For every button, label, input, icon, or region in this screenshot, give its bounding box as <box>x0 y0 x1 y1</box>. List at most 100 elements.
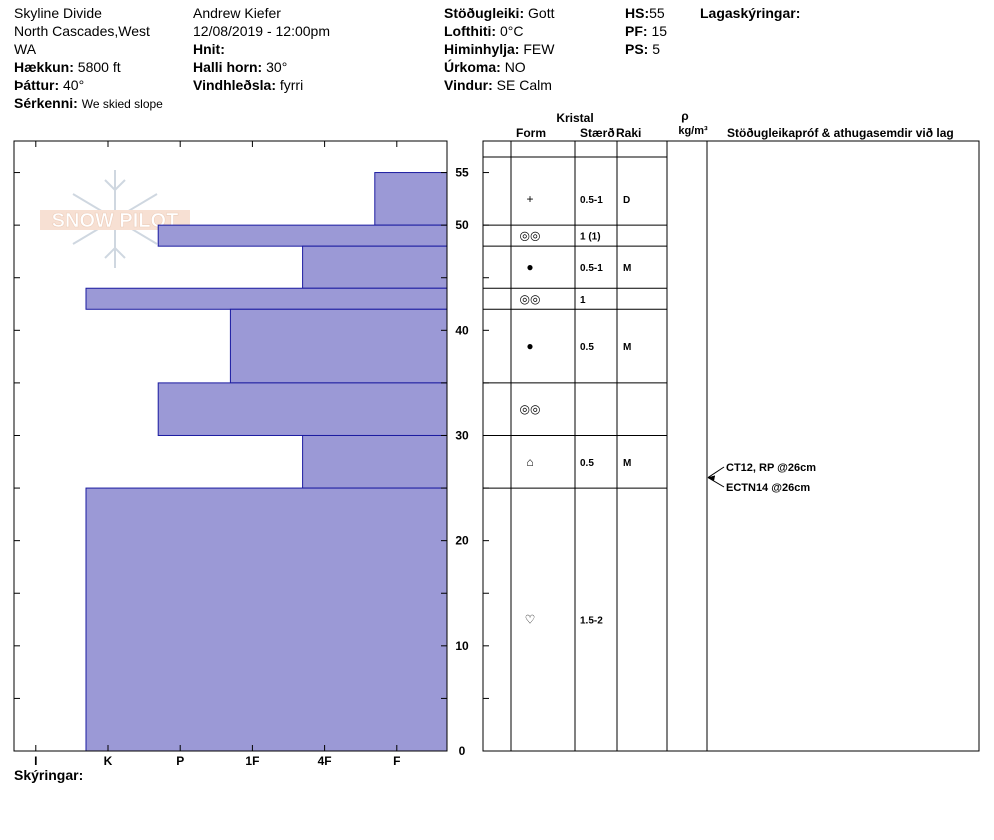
grain-form-icon: ◎◎ <box>520 402 541 416</box>
wind-value: SE Calm <box>496 77 552 93</box>
depth-tick-label: 30 <box>455 428 469 442</box>
elevation-value: 5800 ft <box>77 59 121 75</box>
layer-notes-label: Lagaskýringar: <box>700 5 801 21</box>
stability-test-note: ECTN14 @26cm <box>726 482 810 494</box>
elevation-row: Hækkun: 5800 ft <box>14 59 121 75</box>
header-size: Stærð <box>580 126 615 140</box>
grain-form-icon: ● <box>526 260 533 274</box>
coords-row: Hnit: <box>193 41 225 57</box>
depth-tick-label: 55 <box>455 166 469 180</box>
hardness-bar <box>85 487 448 752</box>
test-leader <box>707 477 725 488</box>
sky-row: Himinhylja: FEW <box>444 41 555 57</box>
header-moisture: Raki <box>616 126 641 140</box>
grain-size: 0.5-1 <box>580 263 603 274</box>
aspect-row: Þáttur: 40° <box>14 77 85 93</box>
hardness-axis: I K P 1F 4F F <box>34 141 400 768</box>
features-value: We skied slope <box>81 97 163 111</box>
hardness-bar <box>302 434 448 489</box>
depth-tick-label: 20 <box>455 534 469 548</box>
hardness-tick-label: P <box>176 754 184 768</box>
header-rho: ρ <box>681 109 688 123</box>
header-density-unit: kg/m³ <box>678 125 708 137</box>
header-form: Form <box>516 126 546 140</box>
airtemp-row: Lofthiti: 0°C <box>444 23 524 39</box>
grain-form-icon: ⌂ <box>526 455 533 469</box>
observation-datetime: 12/08/2019 - 12:00pm <box>193 23 330 39</box>
depth-tick-label: 40 <box>455 323 469 337</box>
stability-value: Gott <box>528 5 555 21</box>
conditions-block: Stöðugleiki: Gott Lofthiti: 0°C Himinhyl… <box>444 4 554 94</box>
stability-row: Stöðugleiki: Gott <box>444 5 555 21</box>
hardness-tick-label: K <box>104 754 113 768</box>
hs-value: 55 <box>649 5 665 21</box>
layer-table <box>482 140 980 752</box>
hs-row: HS:55 <box>625 5 665 21</box>
moisture-code: M <box>623 342 631 353</box>
wind-loading-row: Vindhleðsla: fyrri <box>193 77 304 93</box>
grain-size: 1 (1) <box>580 232 601 243</box>
layer-rows: +0.5-1 D ◎◎ 1 (1) ● 0.5-1 M ◎◎ 1 ● 0.5 M ◎◎ ⌂ 0.5 M ♡ 1.5… <box>520 192 632 627</box>
hardness-bar <box>229 308 448 384</box>
precip-row: Úrkoma: NO <box>444 59 526 75</box>
hardness-bar <box>85 287 448 310</box>
depth-tick-label: 10 <box>455 639 469 653</box>
hardness-chart-frame <box>13 140 448 752</box>
ps-value: 5 <box>652 41 661 57</box>
stability-test-note: CT12, RP @26cm <box>726 462 816 474</box>
observer-name: Andrew Kiefer <box>193 5 281 21</box>
pf-row: PF: 15 <box>625 23 668 39</box>
notes-label: Skýringar: <box>14 767 84 783</box>
hardness-tick-label: 4F <box>318 754 332 768</box>
snowpilot-watermark: SNOW PILOT <box>40 170 190 268</box>
stability-tests: CT12, RP @26cm ECTN14 @26cm <box>707 462 816 494</box>
grain-form-icon: ● <box>526 339 533 353</box>
hardness-tick-label: 1F <box>245 754 259 768</box>
slope-row: Halli horn: 30° <box>193 59 288 75</box>
hardness-bar <box>374 172 448 226</box>
location-name: Skyline Divide <box>14 5 102 21</box>
hardness-tick-label: F <box>393 754 400 768</box>
hardness-bar <box>157 224 448 247</box>
grain-form-icon: + <box>526 192 533 206</box>
pf-value: 15 <box>651 23 668 39</box>
observer-block: Andrew Kiefer 12/08/2019 - 12:00pm Hnit:… <box>193 4 330 94</box>
hardness-bars <box>85 172 448 752</box>
sky-value: FEW <box>523 41 555 57</box>
hardness-tick-label: I <box>34 754 37 768</box>
location-region: North Cascades,West <box>14 23 150 39</box>
watermark-band <box>40 210 190 230</box>
depth-axis: 0 10 20 30 40 50 55 <box>14 166 469 758</box>
grain-size: 1 <box>580 295 586 306</box>
watermark-text: SNOW PILOT <box>52 210 179 232</box>
wind-row: Vindur: SE Calm <box>444 77 552 93</box>
moisture-code: D <box>623 195 630 206</box>
features-row: Sérkenni: We skied slope <box>14 95 163 111</box>
grain-form-icon: ◎◎ <box>520 292 541 306</box>
wind-loading-value: fyrri <box>279 77 304 93</box>
slope-value: 30° <box>266 59 288 75</box>
grain-form-icon: ♡ <box>525 613 536 627</box>
moisture-code: M <box>623 263 631 274</box>
table-frame <box>482 140 980 752</box>
grain-size: 0.5 <box>580 342 594 353</box>
grain-size: 1.5-2 <box>580 616 603 627</box>
grain-size: 0.5-1 <box>580 195 603 206</box>
hardness-bar <box>302 245 448 289</box>
grain-form-icon: ◎◎ <box>520 229 541 243</box>
moisture-code: M <box>623 458 631 469</box>
header-tests: Stöðugleikapróf & athugasemdir við lag <box>727 126 954 140</box>
aspect-value: 40° <box>63 77 85 93</box>
ps-row: PS: 5 <box>625 41 661 57</box>
precip-value: NO <box>504 59 526 75</box>
location-state: WA <box>14 41 37 57</box>
airtemp-value: 0°C <box>499 23 524 39</box>
snow-depth-block: HS:55 PF: 15 PS: 5 <box>625 4 667 58</box>
depth-tick-label: 0 <box>459 744 466 758</box>
test-arrow-icon <box>708 475 715 481</box>
location-block: Skyline Divide North Cascades,West WA Hæ… <box>14 4 163 113</box>
test-leader <box>707 466 725 478</box>
depth-tick-label: 50 <box>455 218 469 232</box>
hardness-bar <box>157 382 448 436</box>
